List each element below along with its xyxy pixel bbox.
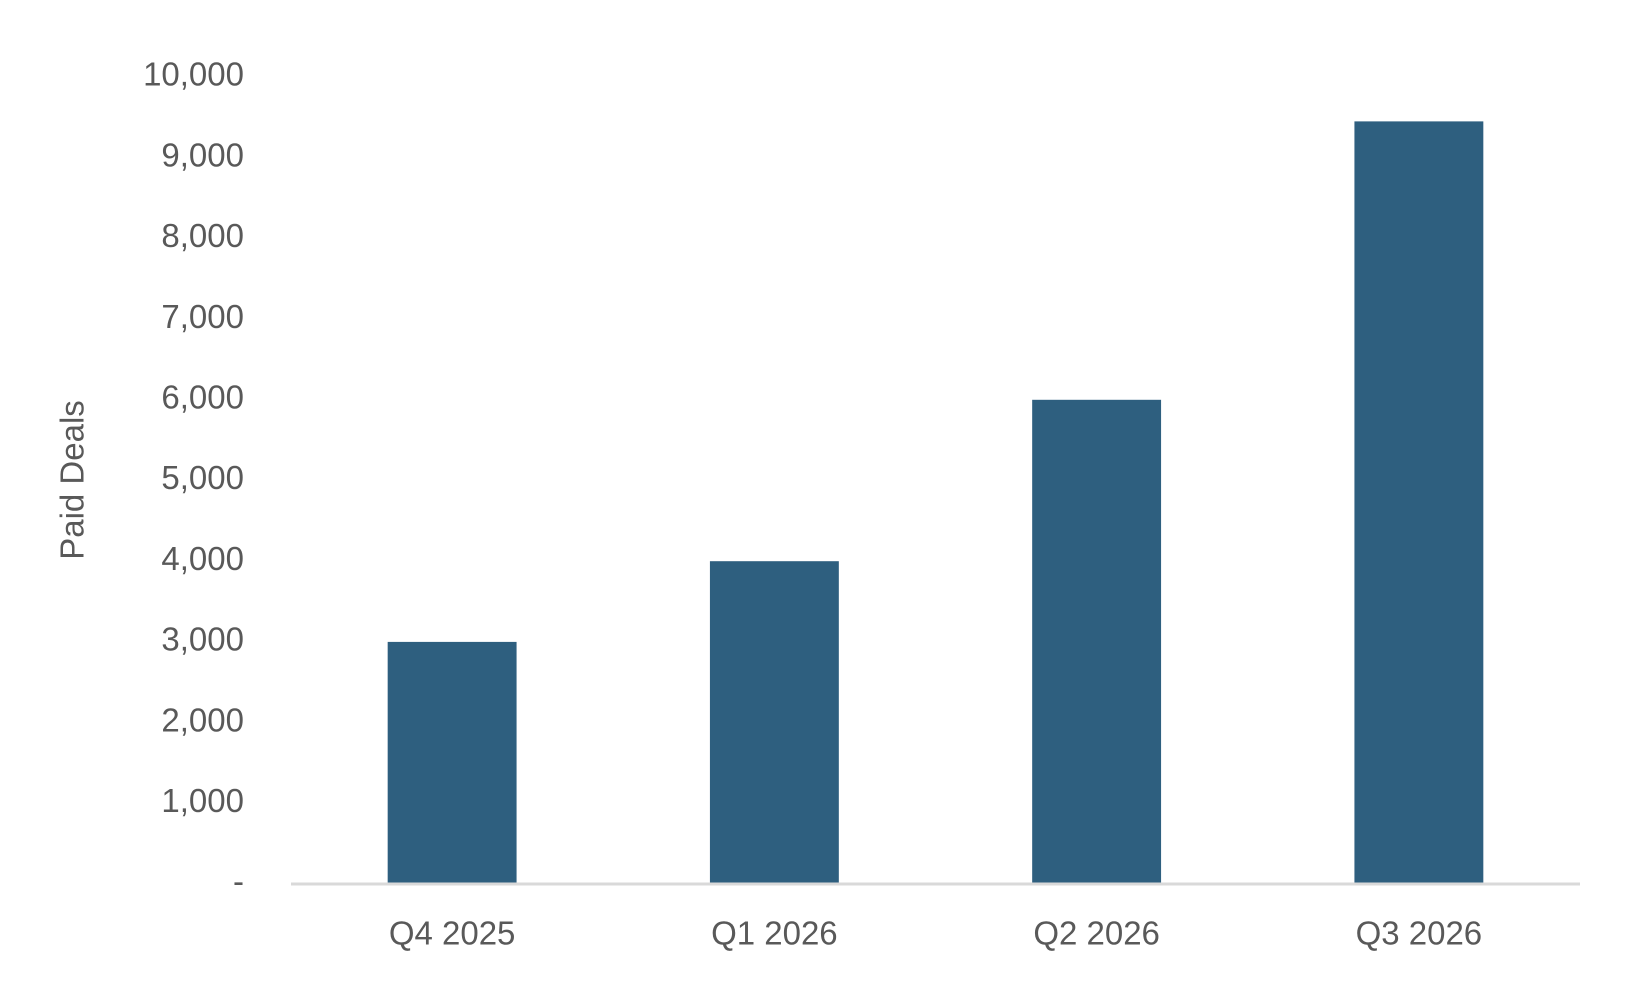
x-tick-label: Q2 2026 — [1033, 915, 1160, 952]
y-tick-label: 7,000 — [161, 298, 244, 335]
bar — [1032, 399, 1162, 884]
x-tick-label: Q4 2025 — [389, 915, 516, 952]
bar — [387, 641, 517, 884]
y-tick-label: 5,000 — [161, 459, 244, 496]
y-tick-label: - — [233, 863, 244, 900]
y-tick-label: 3,000 — [161, 621, 244, 658]
bar — [709, 561, 839, 884]
x-tick-label: Q3 2026 — [1356, 915, 1483, 952]
y-tick-label: 2,000 — [161, 701, 244, 738]
x-tick-label: Q1 2026 — [711, 915, 838, 952]
y-tick-label: 8,000 — [161, 217, 244, 254]
bar — [1354, 121, 1484, 884]
y-tick-label: 10,000 — [143, 56, 244, 93]
y-tick-label: 9,000 — [161, 136, 244, 173]
y-tick-label: 6,000 — [161, 379, 244, 416]
y-tick-label: 4,000 — [161, 540, 244, 577]
y-axis-title: Paid Deals — [54, 400, 91, 560]
y-tick-label: 1,000 — [161, 782, 244, 819]
